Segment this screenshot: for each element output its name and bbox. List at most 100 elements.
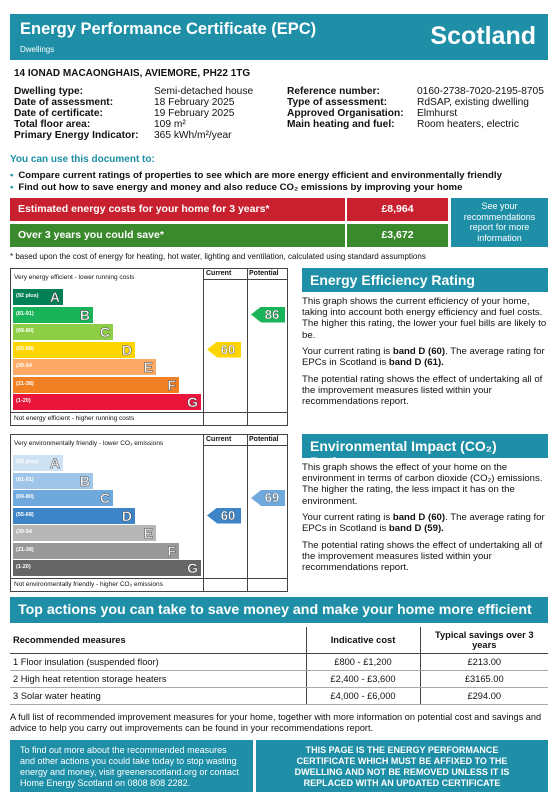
environmental-impact-heading: Environmental Impact (CO₂) Rating	[302, 434, 548, 470]
band-range: (81-91)	[16, 310, 34, 317]
energy-efficiency-chart: Current Potential Very energy efficient …	[10, 268, 288, 426]
certificate-title: Energy Performance Certificate (EPC)	[20, 20, 317, 38]
band-range: (39-54	[16, 529, 32, 535]
band-range: (69-80)	[16, 494, 34, 500]
property-address: 14 IONAD MACAONGHAIS, AVIEMORE, PH22 1TG	[14, 68, 251, 79]
savings-column-header: Typical savings over 3 years	[419, 627, 548, 654]
rating-band-b: (81-91) B	[13, 472, 93, 489]
estimated-cost-label: Estimated energy costs for your home for…	[10, 198, 345, 221]
bullet-text: Find out how to save energy and money an…	[18, 182, 463, 193]
rating-band-f: (21-38) F	[13, 376, 179, 393]
detail-value: 109 m²	[154, 119, 186, 130]
detail-key: Approved Organisation:	[287, 108, 404, 119]
detail-key: Date of certificate:	[14, 108, 103, 119]
band-range: (81-91)	[16, 476, 34, 483]
band-letter: C	[99, 490, 111, 507]
use-bullet: • Compare current ratings of properties t…	[10, 170, 502, 181]
band-range: (55-68)	[16, 511, 34, 518]
cost-footnote: * based upon the cost of energy for heat…	[10, 252, 426, 261]
band-range: (21-38)	[16, 546, 34, 553]
chart-bottom-caption: Not energy efficient - higher running co…	[14, 415, 135, 422]
rating-band-b: (81-91) B	[13, 306, 93, 323]
current-rating-arrow: 60	[207, 507, 241, 524]
measures-column-header: Recommended measures	[10, 627, 306, 654]
band-letter: A	[49, 289, 61, 306]
detail-key: Total floor area:	[14, 119, 91, 130]
band-range: (1-20)	[16, 564, 31, 570]
band-letter: F	[167, 542, 176, 559]
rating-band-d: (55-68) D	[13, 507, 135, 524]
band-letter: G	[187, 394, 198, 411]
detail-key: Reference number:	[287, 86, 380, 97]
see-recommendations-box: See your recommendations report for more…	[451, 198, 548, 247]
potential-column-header: Potential	[249, 270, 279, 277]
detail-key: Date of assessment:	[14, 97, 114, 108]
affix-notice-box: THIS PAGE IS THE ENERGY PERFORMANCE CERT…	[256, 740, 548, 792]
chart-top-caption: Very energy efficient - lower running co…	[14, 274, 135, 281]
rating-band-d: (55-68) D	[13, 341, 135, 358]
band-letter: A	[49, 455, 61, 472]
band-letter: B	[79, 306, 91, 323]
detail-value: 18 February 2025	[154, 97, 235, 108]
measure-cell: 1 Floor insulation (suspended floor)	[10, 653, 306, 671]
current-column-header: Current	[206, 436, 232, 443]
band-letter: D	[121, 507, 133, 524]
band-letter: F	[167, 376, 176, 393]
full-list-note: A full list of recommended improvement m…	[10, 712, 542, 733]
table-row: 3 Solar water heating £4,000 - £6,000 £2…	[10, 687, 548, 705]
detail-value: Elmhurst	[417, 108, 458, 119]
eer-paragraph-2: Your current rating is band D (60). The …	[302, 346, 545, 369]
rating-band-c: (69-80) C	[13, 490, 113, 506]
country-label: Scotland	[430, 22, 536, 50]
measure-cell: 2 High heat retention storage heaters	[10, 670, 306, 688]
band-range: (39-54	[16, 363, 32, 369]
band-letter: D	[121, 341, 133, 358]
detail-key: Main heating and fuel:	[287, 119, 395, 130]
cost-column-header: Indicative cost	[305, 627, 420, 654]
savings-label: Over 3 years you could save*	[10, 224, 345, 247]
energy-efficiency-heading: Energy Efficiency Rating	[302, 268, 548, 292]
certificate-subtitle: Dwellings	[20, 45, 55, 54]
measure-cell: 3 Solar water heating	[10, 687, 306, 705]
table-row: 2 High heat retention storage heaters £2…	[10, 670, 548, 688]
band-range: (92 plus)	[16, 293, 39, 299]
environmental-impact-chart: Current Potential Very environmentally f…	[10, 434, 288, 592]
rating-band-a: (92 plus) A	[13, 289, 63, 305]
details-left: Dwelling type: Semi-detached house Date …	[14, 86, 284, 146]
detail-key: Type of assessment:	[287, 97, 388, 108]
savings-value: £3,672	[347, 224, 448, 247]
eir-paragraph-1: This graph shows the effect of your home…	[302, 462, 543, 507]
detail-value: 365 kWh/m²/year	[154, 130, 232, 141]
details-right: Reference number: 0160-2738-7020-2195-87…	[287, 86, 549, 136]
chart-bottom-caption: Not environmentally friendly - higher CO…	[14, 581, 163, 588]
saving-cell: £3165.00	[419, 670, 548, 688]
band-letter: E	[143, 525, 153, 542]
rating-band-e: (39-54 E	[13, 525, 156, 541]
potential-rating-arrow: 69	[251, 490, 285, 506]
eer-paragraph-3: The potential rating shows the effect of…	[302, 374, 543, 408]
rating-band-e: (39-54 E	[13, 359, 156, 375]
epc-header: Energy Performance Certificate (EPC) Dwe…	[10, 14, 548, 60]
detail-value: RdSAP, existing dwelling	[417, 97, 529, 108]
current-column-header: Current	[206, 270, 232, 277]
cost-cell: £4,000 - £6,000	[305, 687, 420, 705]
potential-column-header: Potential	[249, 436, 279, 443]
detail-key: Primary Energy Indicator:	[14, 130, 139, 141]
band-range: (55-68)	[16, 345, 34, 352]
cost-cell: £2,400 - £3,600	[305, 670, 420, 688]
band-letter: E	[143, 359, 153, 376]
detail-value: 0160-2738-7020-2195-8705	[417, 86, 544, 97]
cost-cell: £800 - £1,200	[305, 653, 420, 671]
band-letter: C	[99, 324, 111, 341]
use-document-heading: You can use this document to:	[10, 154, 155, 165]
band-range: (21-38)	[16, 380, 34, 387]
saving-cell: £213.00	[419, 653, 548, 671]
potential-rating-arrow: 86	[251, 306, 285, 323]
eir-paragraph-3: The potential rating shows the effect of…	[302, 540, 543, 574]
rating-band-g: (1-20) G	[13, 560, 201, 576]
current-rating-arrow: 60	[207, 341, 241, 358]
band-letter: B	[79, 472, 91, 489]
rating-band-c: (69-80) C	[13, 324, 113, 340]
detail-value: Room heaters, electric	[417, 119, 519, 130]
band-range: (1-20)	[16, 398, 31, 404]
